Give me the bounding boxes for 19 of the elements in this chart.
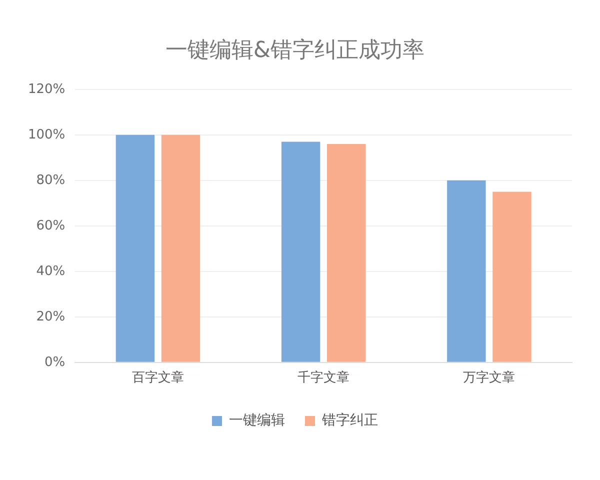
y-tick-label: 20% <box>36 309 66 324</box>
chart-title: 一键编辑&错字纠正成功率 <box>165 38 425 63</box>
legend-label: 一键编辑 <box>229 412 285 429</box>
bar <box>116 134 155 362</box>
legend-label: 错字纠正 <box>321 412 378 429</box>
y-tick-label: 100% <box>28 127 66 142</box>
y-tick-label: 80% <box>36 172 66 188</box>
bar <box>447 180 486 362</box>
bar <box>161 134 200 362</box>
x-tick-label: 百字文章 <box>132 370 184 386</box>
bar <box>492 192 532 362</box>
x-tick-label: 千字文章 <box>298 370 350 386</box>
y-tick-label: 40% <box>36 264 66 279</box>
bar <box>281 142 320 362</box>
y-tick-label: 120% <box>28 82 66 97</box>
y-tick-label: 60% <box>36 218 66 234</box>
bar <box>327 144 366 362</box>
x-tick-label: 万字文章 <box>463 370 516 386</box>
y-tick-label: 0% <box>44 354 66 370</box>
